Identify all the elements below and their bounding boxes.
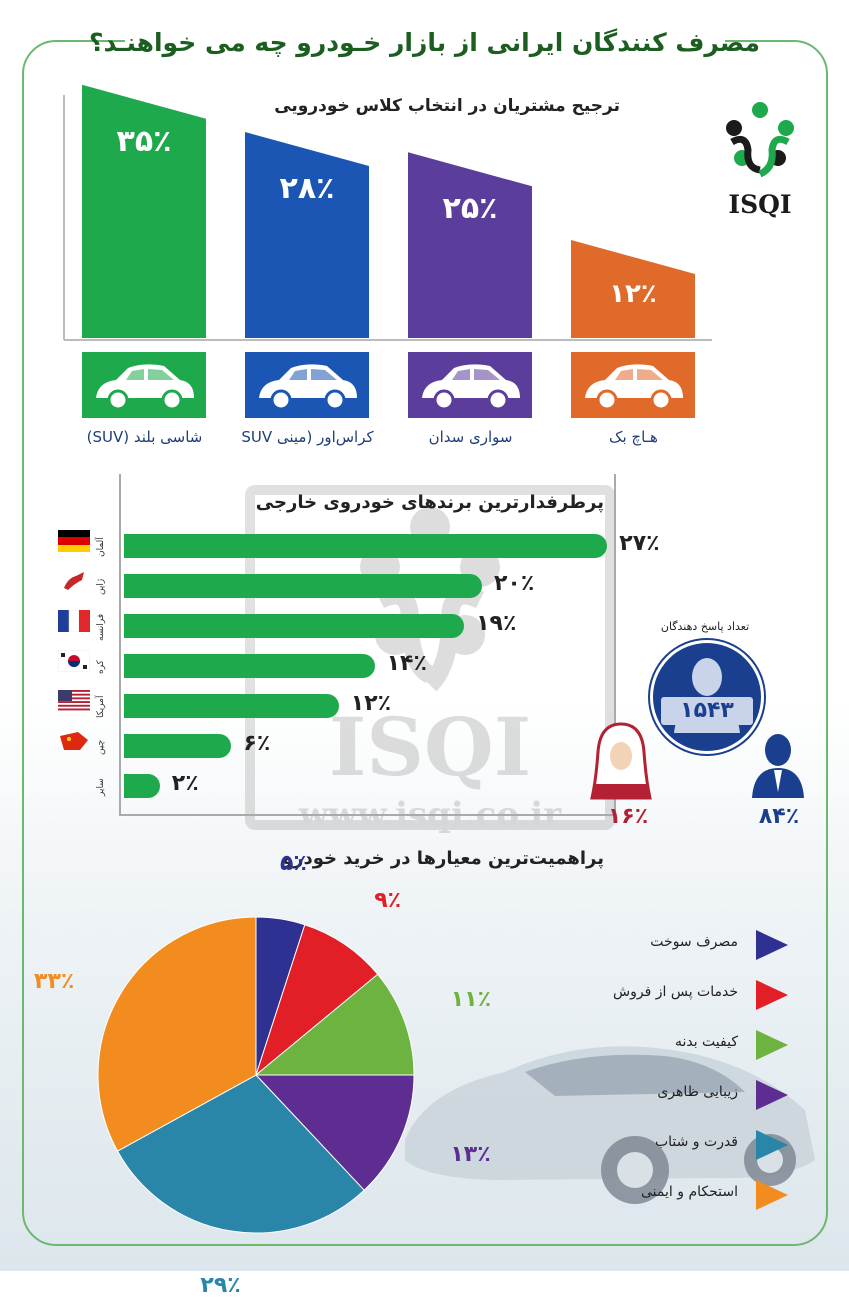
legend-item-after-sales: خدمات پس از فروش (470, 978, 790, 1012)
legend-marker-icon (756, 1130, 788, 1160)
legend-marker-icon (756, 1180, 788, 1210)
brand-value-label-china: ۶٪ (243, 731, 271, 756)
car-class-chart (63, 84, 712, 341)
background-car-image (405, 1046, 815, 1204)
brand-bar-japan (124, 574, 482, 598)
legend-marker-icon (756, 1080, 788, 1110)
legend-item-body-quality: کیفیت بدنه (470, 1028, 790, 1062)
flag-icon-china (58, 730, 90, 752)
brand-bar-other (124, 774, 160, 798)
legend-label-appearance: زیبایی ظاهری (657, 1084, 738, 1100)
bar-value-label-hatchback: ۱۲٪ (609, 279, 657, 309)
pie-value-label-power: ۲۹٪ (200, 1272, 241, 1298)
bar-hatchback (571, 240, 695, 338)
brand-category-label-other: سایر (96, 778, 106, 796)
brand-bar-usa (124, 694, 339, 718)
legend-item-fuel: مصرف سوخت (470, 928, 790, 962)
flag-icon-korea (57, 649, 91, 673)
brand-category-label-china: چین (96, 739, 106, 755)
category-label-crossover: کراس‌اور (مینی SUV (241, 428, 374, 446)
pie-slice-after-sales (254, 924, 379, 1077)
brands-chart-frame (119, 474, 616, 816)
isqi-logo-icon (726, 102, 794, 178)
pie-value-label-fuel: ۵٪ (279, 851, 307, 877)
legend-item-power: قدرت و شتاب (470, 1128, 790, 1162)
car-icon (585, 364, 683, 411)
respondents-count: ۱۵۴۳ (680, 698, 734, 723)
bar-sedan (408, 152, 532, 338)
brand-category-label-france: فرانسه (96, 613, 106, 641)
brand-category-label-germany: آلمان (96, 537, 106, 557)
car-card-suv (82, 352, 206, 418)
brand-value-label-france: ۱۹٪ (476, 611, 517, 636)
respondents-label: تعداد پاسخ دهندگان (660, 620, 750, 633)
flag-icon-france (58, 609, 90, 633)
chart-title-car-class: ترجیح مشتریان در انتخاب کلاس خودرویی (274, 96, 620, 116)
flag-icon-usa (58, 690, 90, 712)
pie-slice-safety (97, 916, 257, 1152)
brand-category-label-korea: کره (96, 660, 106, 674)
legend-marker-icon (756, 980, 788, 1010)
pie-value-label-appearance: ۱۳٪ (450, 1141, 491, 1167)
car-card-sedan (408, 352, 532, 418)
car-card-crossover (245, 352, 369, 418)
brand-value-label-korea: ۱۴٪ (386, 651, 427, 676)
isqi-logo-text: ISQI (728, 190, 792, 219)
legend-label-power: قدرت و شتاب (654, 1134, 738, 1150)
respondents-count-box (661, 697, 753, 725)
pie-value-label-body-quality: ۱۱٪ (450, 987, 492, 1013)
chart-title-criteria: پراهمیت‌ترین معیارها در خرید خودرو (281, 848, 604, 869)
flag-icon-japan (58, 570, 90, 592)
legend-item-safety: استحکام و ایمنی (470, 1178, 790, 1212)
isqi-logo: ISQI (712, 98, 808, 219)
pie-slice-appearance (254, 1074, 415, 1191)
bar-value-label-crossover: ۲۸٪ (279, 171, 335, 206)
bar-value-label-sedan: ۲۵٪ (442, 191, 498, 227)
brand-category-label-usa: آمریکا (96, 695, 106, 719)
car-icon (96, 364, 194, 411)
criteria-pie-chart (97, 916, 415, 1234)
legend-marker-icon (756, 1030, 788, 1060)
brand-value-label-other: ۲٪ (171, 771, 199, 796)
category-label-suv: شاسی بلند (SUV) (86, 428, 203, 446)
title-background (125, 30, 725, 66)
car-card-hatchback (571, 352, 695, 418)
brand-value-label-usa: ۱۲٪ (350, 691, 392, 716)
flag-icon-germany (58, 530, 90, 552)
female-share: ۱۶٪ (607, 804, 649, 829)
respondents-badge: ۱۵۴۳ (650, 640, 764, 754)
pie-value-label-after-sales: ۹٪ (374, 887, 402, 913)
brand-bar-korea (124, 654, 375, 678)
watermark-brand: ISQI (328, 700, 532, 794)
chart-title-brands: پرطرفدارترین برندهای خودروی خارجی (255, 492, 604, 513)
brand-value-label-japan: ۲۰٪ (494, 571, 535, 596)
brand-bar-china (124, 734, 232, 758)
pie-slice-body-quality (254, 973, 415, 1076)
category-label-sedan: سواری سدان (428, 428, 513, 446)
car-icon (422, 364, 520, 411)
brand-value-label-germany: ۲۷٪ (619, 531, 660, 556)
car-icon (259, 364, 357, 411)
legend-label-safety: استحکام و ایمنی (641, 1184, 738, 1200)
page-title: مصرف کنندگان ایرانی از بازار خـودرو چه م… (88, 28, 761, 57)
brand-category-label-japan: ژاپن (96, 578, 106, 596)
pie-slice-power (116, 1074, 365, 1234)
brand-bar-germany (124, 534, 608, 558)
male-icon (752, 734, 804, 798)
female-icon (590, 722, 652, 800)
legend-label-fuel: مصرف سوخت (650, 934, 738, 950)
bar-value-label-suv: ۳۵٪ (116, 123, 172, 159)
legend-label-after-sales: خدمات پس از فروش (613, 984, 738, 1000)
legend-label-body-quality: کیفیت بدنه (674, 1034, 738, 1050)
brands-chart-border (119, 474, 616, 816)
flag-icon-other (58, 770, 90, 792)
bar-crossover (245, 132, 369, 338)
legend-marker-icon (756, 930, 788, 960)
pie-value-label-safety: ۳۳٪ (34, 969, 75, 995)
brand-bar-france (124, 614, 465, 638)
category-label-hatchback: هـاچ بک (609, 428, 658, 446)
bar-suv (82, 84, 206, 338)
legend-item-appearance: زیبایی ظاهری (470, 1078, 790, 1112)
male-share: ۸۴٪ (758, 804, 800, 829)
